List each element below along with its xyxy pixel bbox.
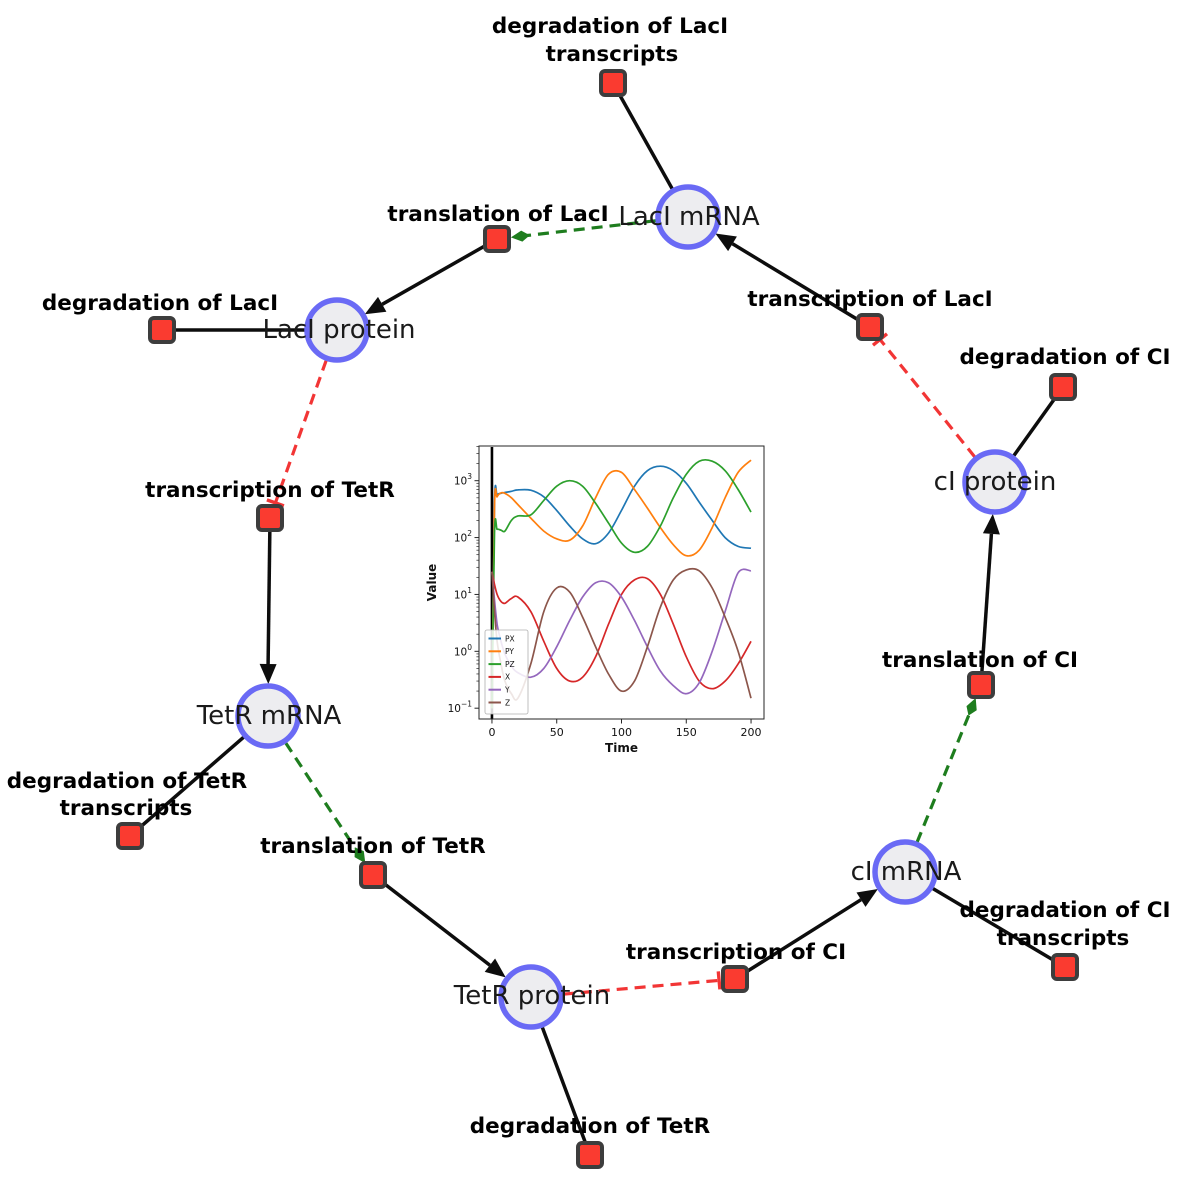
modifier-arrowhead-translation-laci	[510, 230, 530, 242]
reaction-label-degradation-of-ci-transcripts-1: degradation of CI	[960, 898, 1171, 923]
svg-text:100: 100	[611, 726, 632, 739]
series-PZ	[491, 458, 752, 709]
reaction-label-degradation-of-tetr-transcripts-2: transcripts	[60, 796, 193, 821]
arrowhead-tetr-protein	[484, 958, 506, 978]
reaction-label-transcription-of-laci: transcription of LacI	[747, 287, 992, 312]
edge-transcription-tetr-to-mrna	[266, 517, 272, 665]
edge-ci-mrna-modifies-translation	[915, 712, 971, 844]
edge-translation-tetr-to-protein	[371, 873, 491, 967]
svg-text:103: 103	[454, 472, 472, 488]
reaction-node-translation-of-tetr[interactable]	[359, 861, 387, 889]
reaction-node-transcription-of-ci[interactable]	[721, 965, 749, 993]
arrowhead-laci-protein	[364, 296, 387, 315]
legend-label-PZ: PZ	[505, 660, 515, 669]
chart-curves	[490, 447, 752, 719]
inhibition-edges	[266, 332, 977, 996]
species-node-tetr-protein[interactable]	[498, 964, 564, 1030]
reaction-node-translation-of-laci[interactable]	[483, 225, 511, 253]
legend-label-PX: PX	[505, 634, 515, 643]
arrowhead-tetr-mrna	[259, 663, 277, 684]
reaction-label-degradation-of-tetr: degradation of TetR	[470, 1114, 711, 1139]
reaction-label-translation-of-laci: translation of LacI	[387, 202, 608, 227]
modifier-arrowhead-translation-ci	[966, 698, 977, 716]
reaction-labels: degradation of LacI transcripts translat…	[7, 14, 1171, 1139]
reaction-label-degradation-of-ci: degradation of CI	[960, 345, 1171, 370]
species-node-tetr-mrna[interactable]	[235, 683, 301, 749]
reaction-label-degradation-of-laci: degradation of LacI	[42, 291, 278, 316]
reaction-node-degradation-of-laci[interactable]	[148, 316, 176, 344]
axis-titles: Time Value	[425, 564, 638, 755]
legend-label-Y: Y	[504, 686, 510, 695]
edge-tetr-protein-inhibits-transcription-ci	[562, 978, 720, 996]
reaction-node-degradation-of-laci-transcripts[interactable]	[599, 69, 627, 97]
reaction-label-transcription-of-ci: transcription of CI	[626, 940, 846, 965]
svg-text:10−1: 10−1	[448, 700, 473, 716]
species-node-ci-mrna[interactable]	[872, 839, 938, 905]
svg-text:100: 100	[454, 643, 472, 659]
reaction-node-translation-of-ci[interactable]	[967, 671, 995, 699]
y-axis-label: Value	[425, 564, 439, 602]
svg-text:200: 200	[741, 726, 762, 739]
species-nodes	[235, 184, 1028, 1030]
species-labels: LacI mRNA LacI protein TetR mRNA TetR pr…	[196, 202, 1057, 1011]
arrowhead-laci-mrna	[715, 233, 737, 252]
species-label-laci-mrna: LacI mRNA	[618, 202, 759, 232]
svg-text:101: 101	[454, 586, 472, 602]
svg-text:0: 0	[488, 726, 495, 739]
reaction-label-transcription-of-tetr: transcription of TetR	[145, 478, 395, 503]
reaction-node-degradation-of-ci[interactable]	[1049, 373, 1077, 401]
reaction-node-degradation-of-tetr-transcripts[interactable]	[116, 822, 144, 850]
svg-text:50: 50	[550, 726, 564, 739]
reaction-node-transcription-of-laci[interactable]	[856, 313, 884, 341]
reaction-node-transcription-of-tetr[interactable]	[256, 504, 284, 532]
x-axis-label: Time	[605, 741, 638, 755]
species-node-laci-protein[interactable]	[304, 297, 370, 363]
svg-text:102: 102	[454, 529, 472, 545]
reaction-label-degradation-of-laci-transcripts-1: degradation of LacI	[492, 14, 728, 39]
species-node-ci-protein[interactable]	[962, 449, 1028, 515]
arrowhead-ci-mrna	[856, 889, 878, 907]
svg-text:150: 150	[676, 726, 697, 739]
reaction-label-degradation-of-tetr-transcripts-1: degradation of TetR	[7, 769, 248, 794]
edge-ci-protein-inhibits-transcription-laci	[878, 338, 977, 459]
legend-label-X: X	[505, 673, 510, 682]
edge-transcription-laci-to-mrna	[731, 242, 871, 329]
axis-ticks	[474, 446, 752, 724]
reaction-node-degradation-of-ci-transcripts[interactable]	[1051, 953, 1079, 981]
reaction-label-translation-of-ci: translation of CI	[882, 648, 1078, 673]
reaction-node-degradation-of-tetr[interactable]	[576, 1141, 604, 1169]
species-label-ci-mrna: cI mRNA	[851, 857, 962, 887]
modifier-edges	[284, 219, 977, 864]
chart-legend: PX PY PZ XYZ	[484, 629, 529, 715]
reaction-nodes	[116, 69, 1079, 1169]
reaction-label-degradation-of-ci-transcripts-2: transcripts	[997, 926, 1130, 951]
modifier-arrowhead-translation-tetr	[354, 847, 366, 864]
species-label-laci-protein: LacI protein	[262, 315, 415, 345]
edge-translation-ci-to-protein	[979, 533, 994, 686]
inhibition-bar-transcription-ci	[716, 971, 722, 990]
edge-tetr-mrna-modifies-translation	[284, 741, 357, 849]
legend-label-Z: Z	[505, 698, 510, 707]
species-label-ci-protein: cI protein	[934, 467, 1057, 497]
edge-laci-protein-inhibits-transcription-tetr	[273, 359, 328, 504]
edge-transcription-ci-to-mrna	[734, 898, 862, 981]
species-node-laci-mrna[interactable]	[655, 184, 721, 250]
species-label-tetr-mrna: TetR mRNA	[196, 701, 342, 731]
reaction-label-translation-of-tetr: translation of TetR	[260, 834, 486, 859]
reaction-label-degradation-of-laci-transcripts-2: transcripts	[546, 42, 679, 67]
edge-laci-mrna-modifies-translation	[526, 219, 657, 238]
legend-label-PY: PY	[505, 647, 514, 656]
edge-translation-laci-to-protein	[381, 237, 498, 306]
species-label-tetr-protein: TetR protein	[453, 981, 610, 1011]
series-PY	[491, 459, 752, 709]
simulation-plot-inset: 0 50 100 150 200 10−1 100 101 102 103 Time Value PX P…	[425, 438, 780, 773]
simulation-plot: 0 50 100 150 20010−1100101102103TimeValuePXP…	[425, 445, 765, 755]
arrowhead-ci-protein	[982, 513, 1000, 535]
